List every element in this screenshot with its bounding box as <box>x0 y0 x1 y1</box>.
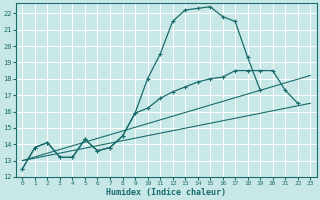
X-axis label: Humidex (Indice chaleur): Humidex (Indice chaleur) <box>106 188 226 197</box>
